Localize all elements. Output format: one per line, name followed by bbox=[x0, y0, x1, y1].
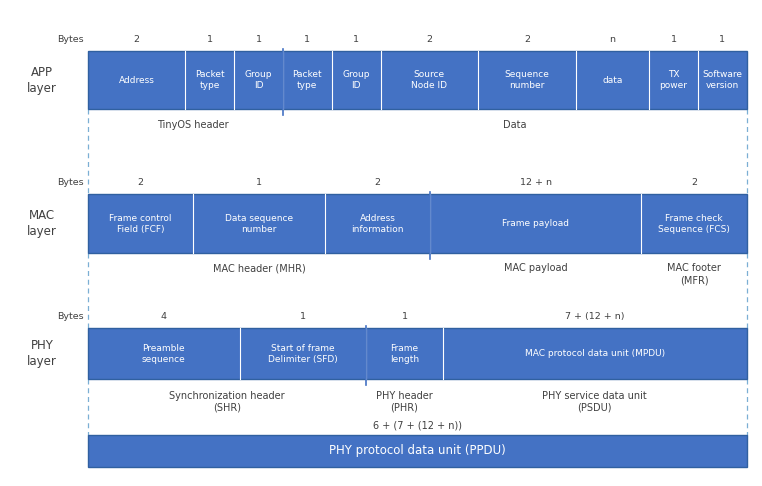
Text: MAC
layer: MAC layer bbox=[27, 209, 57, 238]
Text: PHY service data unit
(PSDU): PHY service data unit (PSDU) bbox=[543, 391, 647, 413]
Bar bbox=[88, 51, 747, 109]
Bar bbox=[88, 328, 747, 379]
Text: Data sequence
number: Data sequence number bbox=[225, 213, 293, 234]
Text: data: data bbox=[602, 76, 623, 85]
Text: 1: 1 bbox=[719, 35, 725, 44]
Text: PHY header
(PHR): PHY header (PHR) bbox=[376, 391, 433, 413]
Text: 1: 1 bbox=[255, 35, 261, 44]
Text: PHY
layer: PHY layer bbox=[27, 339, 57, 368]
Text: Frame check
Sequence (FCS): Frame check Sequence (FCS) bbox=[658, 213, 730, 234]
Text: MAC header (MHR): MAC header (MHR) bbox=[213, 263, 306, 274]
Text: Group
ID: Group ID bbox=[342, 70, 370, 90]
Text: Bytes: Bytes bbox=[57, 178, 84, 187]
Text: 1: 1 bbox=[353, 35, 359, 44]
Text: Frame control
Field (FCF): Frame control Field (FCF) bbox=[109, 213, 171, 234]
Text: Packet
type: Packet type bbox=[195, 70, 225, 90]
Text: 2: 2 bbox=[427, 35, 432, 44]
Text: 2: 2 bbox=[137, 178, 143, 187]
Text: PHY protocol data unit (PPDU): PHY protocol data unit (PPDU) bbox=[329, 444, 505, 457]
Text: Start of frame
Delimiter (SFD): Start of frame Delimiter (SFD) bbox=[268, 344, 338, 364]
Text: TinyOS header: TinyOS header bbox=[157, 120, 229, 130]
Text: TX
power: TX power bbox=[660, 70, 687, 90]
Text: 2: 2 bbox=[691, 178, 697, 187]
Text: Group
ID: Group ID bbox=[245, 70, 272, 90]
Text: Bytes: Bytes bbox=[57, 312, 84, 321]
Text: n: n bbox=[610, 35, 616, 44]
Text: Preamble
sequence: Preamble sequence bbox=[142, 344, 186, 364]
Text: Sequence
number: Sequence number bbox=[504, 70, 549, 90]
Bar bbox=[88, 51, 747, 109]
Text: Source
Node ID: Source Node ID bbox=[411, 70, 447, 90]
Text: MAC payload: MAC payload bbox=[504, 263, 568, 274]
Text: Address
information: Address information bbox=[351, 213, 404, 234]
Bar bbox=[88, 194, 747, 253]
Text: Frame payload: Frame payload bbox=[502, 219, 569, 228]
Text: 12 + n: 12 + n bbox=[520, 178, 552, 187]
Text: 1: 1 bbox=[256, 178, 262, 187]
Text: 2: 2 bbox=[524, 35, 530, 44]
Text: Data: Data bbox=[503, 120, 527, 130]
Text: Packet
type: Packet type bbox=[293, 70, 322, 90]
Text: MAC footer
(MFR): MAC footer (MFR) bbox=[667, 263, 721, 285]
Text: 4: 4 bbox=[161, 312, 167, 321]
Text: MAC protocol data unit (MPDU): MAC protocol data unit (MPDU) bbox=[524, 349, 664, 358]
Text: 2: 2 bbox=[375, 178, 381, 187]
Bar bbox=[88, 435, 747, 467]
Bar bbox=[88, 194, 747, 253]
Text: 2: 2 bbox=[133, 35, 139, 44]
Text: 1: 1 bbox=[671, 35, 677, 44]
Text: 1: 1 bbox=[207, 35, 213, 44]
Text: 7 + (12 + n): 7 + (12 + n) bbox=[565, 312, 624, 321]
Text: Frame
length: Frame length bbox=[390, 344, 419, 364]
Bar bbox=[88, 328, 747, 379]
Text: Software
version: Software version bbox=[703, 70, 742, 90]
Text: 1: 1 bbox=[402, 312, 408, 321]
Text: APP
layer: APP layer bbox=[27, 66, 57, 95]
Text: 6 + (7 + (12 + n)): 6 + (7 + (12 + n)) bbox=[373, 420, 462, 431]
Text: 1: 1 bbox=[300, 312, 306, 321]
Text: Address: Address bbox=[119, 76, 155, 85]
Text: 1: 1 bbox=[304, 35, 310, 44]
Text: Synchronization header
(SHR): Synchronization header (SHR) bbox=[169, 391, 285, 413]
Text: Bytes: Bytes bbox=[57, 35, 84, 44]
